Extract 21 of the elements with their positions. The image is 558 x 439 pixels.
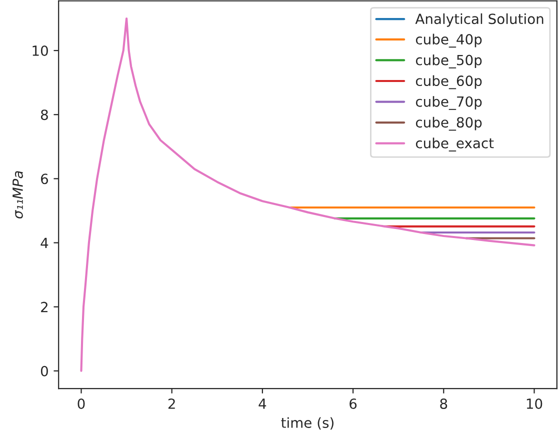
legend-label: cube_80p [416, 116, 482, 131]
y-tick-label: 8 [40, 110, 48, 120]
x-tick-label: 0 [78, 398, 85, 409]
legend-label: Analytical Solution [415, 13, 544, 27]
legend-label: cube_exact [416, 138, 494, 152]
legend-label: cube_50p [416, 54, 482, 68]
y-tick-label: 2 [41, 302, 48, 312]
legend-label: cube_60p [416, 75, 482, 90]
y-tick-label: 4 [40, 238, 48, 248]
x-tick-label: 2 [168, 398, 175, 409]
y-tick-label: 6 [41, 174, 48, 184]
x-tick-label: 8 [440, 398, 448, 409]
y-tick-label: 10 [32, 46, 48, 56]
x-tick-label: 6 [350, 398, 357, 409]
legend-label: cube_70p [416, 96, 482, 110]
legend-label: cube_40p [416, 34, 482, 48]
x-tick-label: 4 [258, 398, 266, 409]
y-tick-label: 0 [40, 366, 48, 376]
y-axis-title: σ₁₁MPa [12, 171, 23, 218]
x-tick-label: 10 [526, 398, 542, 409]
x-axis-title: time (s) [281, 417, 334, 430]
